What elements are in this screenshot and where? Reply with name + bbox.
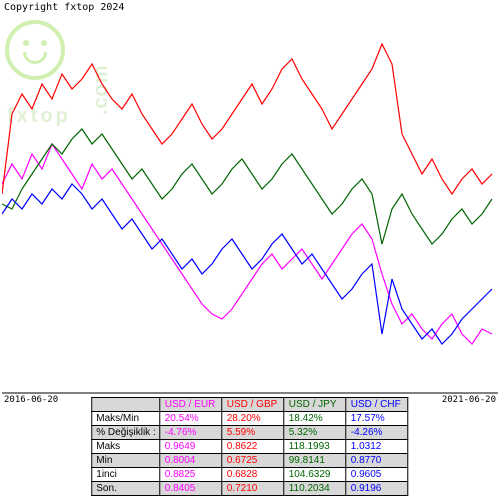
- data-cell: 110.2034: [284, 482, 346, 496]
- table-row: 1inci0.88250.6828104.63290.9605: [92, 468, 408, 482]
- x-axis-start-label: 2016-06-20: [4, 395, 58, 405]
- data-cell: 0.9649: [160, 440, 222, 454]
- data-cell: 0.8770: [346, 454, 408, 468]
- table-header-row: USD / EURUSD / GBPUSD / JPYUSD / CHF: [92, 398, 408, 412]
- data-cell: 28.20%: [222, 412, 284, 426]
- data-cell: 20.54%: [160, 412, 222, 426]
- series-line: [2, 129, 492, 244]
- table-row: Son.0.84050.7210110.20340.9196: [92, 482, 408, 496]
- data-cell: 118.1993: [284, 440, 346, 454]
- series-line: [2, 144, 492, 344]
- series-line: [2, 184, 492, 344]
- table-row: Maks/Min20.54%28.20%18.42%17.57%: [92, 412, 408, 426]
- data-cell: 0.9196: [346, 482, 408, 496]
- data-cell: 5.59%: [222, 426, 284, 440]
- data-cell: 0.8405: [160, 482, 222, 496]
- table-header-cell: [92, 398, 160, 412]
- data-cell: 0.6828: [222, 468, 284, 482]
- table-row: Min0.80040.672599.81410.8770: [92, 454, 408, 468]
- line-chart: [2, 14, 498, 394]
- row-label-cell: % Değişiklik :: [92, 426, 160, 440]
- table-header-cell: USD / EUR: [160, 398, 222, 412]
- data-cell: 99.8141: [284, 454, 346, 468]
- table-row: % Değişiklik :-4.76%5.59%5.32%-4.26%: [92, 426, 408, 440]
- data-cell: 0.7210: [222, 482, 284, 496]
- data-cell: 0.8004: [160, 454, 222, 468]
- data-cell: -4.76%: [160, 426, 222, 440]
- data-cell: 18.42%: [284, 412, 346, 426]
- table-header-cell: USD / GBP: [222, 398, 284, 412]
- chart-container: [2, 14, 498, 394]
- table-row: Maks0.96490.8622118.19931.0312: [92, 440, 408, 454]
- data-cell: 0.9605: [346, 468, 408, 482]
- row-label-cell: 1inci: [92, 468, 160, 482]
- table-header-cell: USD / JPY: [284, 398, 346, 412]
- data-cell: 17.57%: [346, 412, 408, 426]
- row-label-cell: Son.: [92, 482, 160, 496]
- row-label-cell: Maks: [92, 440, 160, 454]
- data-cell: 1.0312: [346, 440, 408, 454]
- data-cell: 104.6329: [284, 468, 346, 482]
- row-label-cell: Min: [92, 454, 160, 468]
- data-cell: 0.8622: [222, 440, 284, 454]
- row-label-cell: Maks/Min: [92, 412, 160, 426]
- series-line: [2, 44, 492, 194]
- data-cell: 0.6725: [222, 454, 284, 468]
- copyright-text: Copyright fxtop 2024: [4, 2, 124, 13]
- data-cell: -4.26%: [346, 426, 408, 440]
- data-cell: 0.8825: [160, 468, 222, 482]
- table-header-cell: USD / CHF: [346, 398, 408, 412]
- data-cell: 5.32%: [284, 426, 346, 440]
- x-axis-end-label: 2021-06-20: [442, 395, 496, 405]
- stats-table: USD / EURUSD / GBPUSD / JPYUSD / CHF Mak…: [91, 397, 408, 496]
